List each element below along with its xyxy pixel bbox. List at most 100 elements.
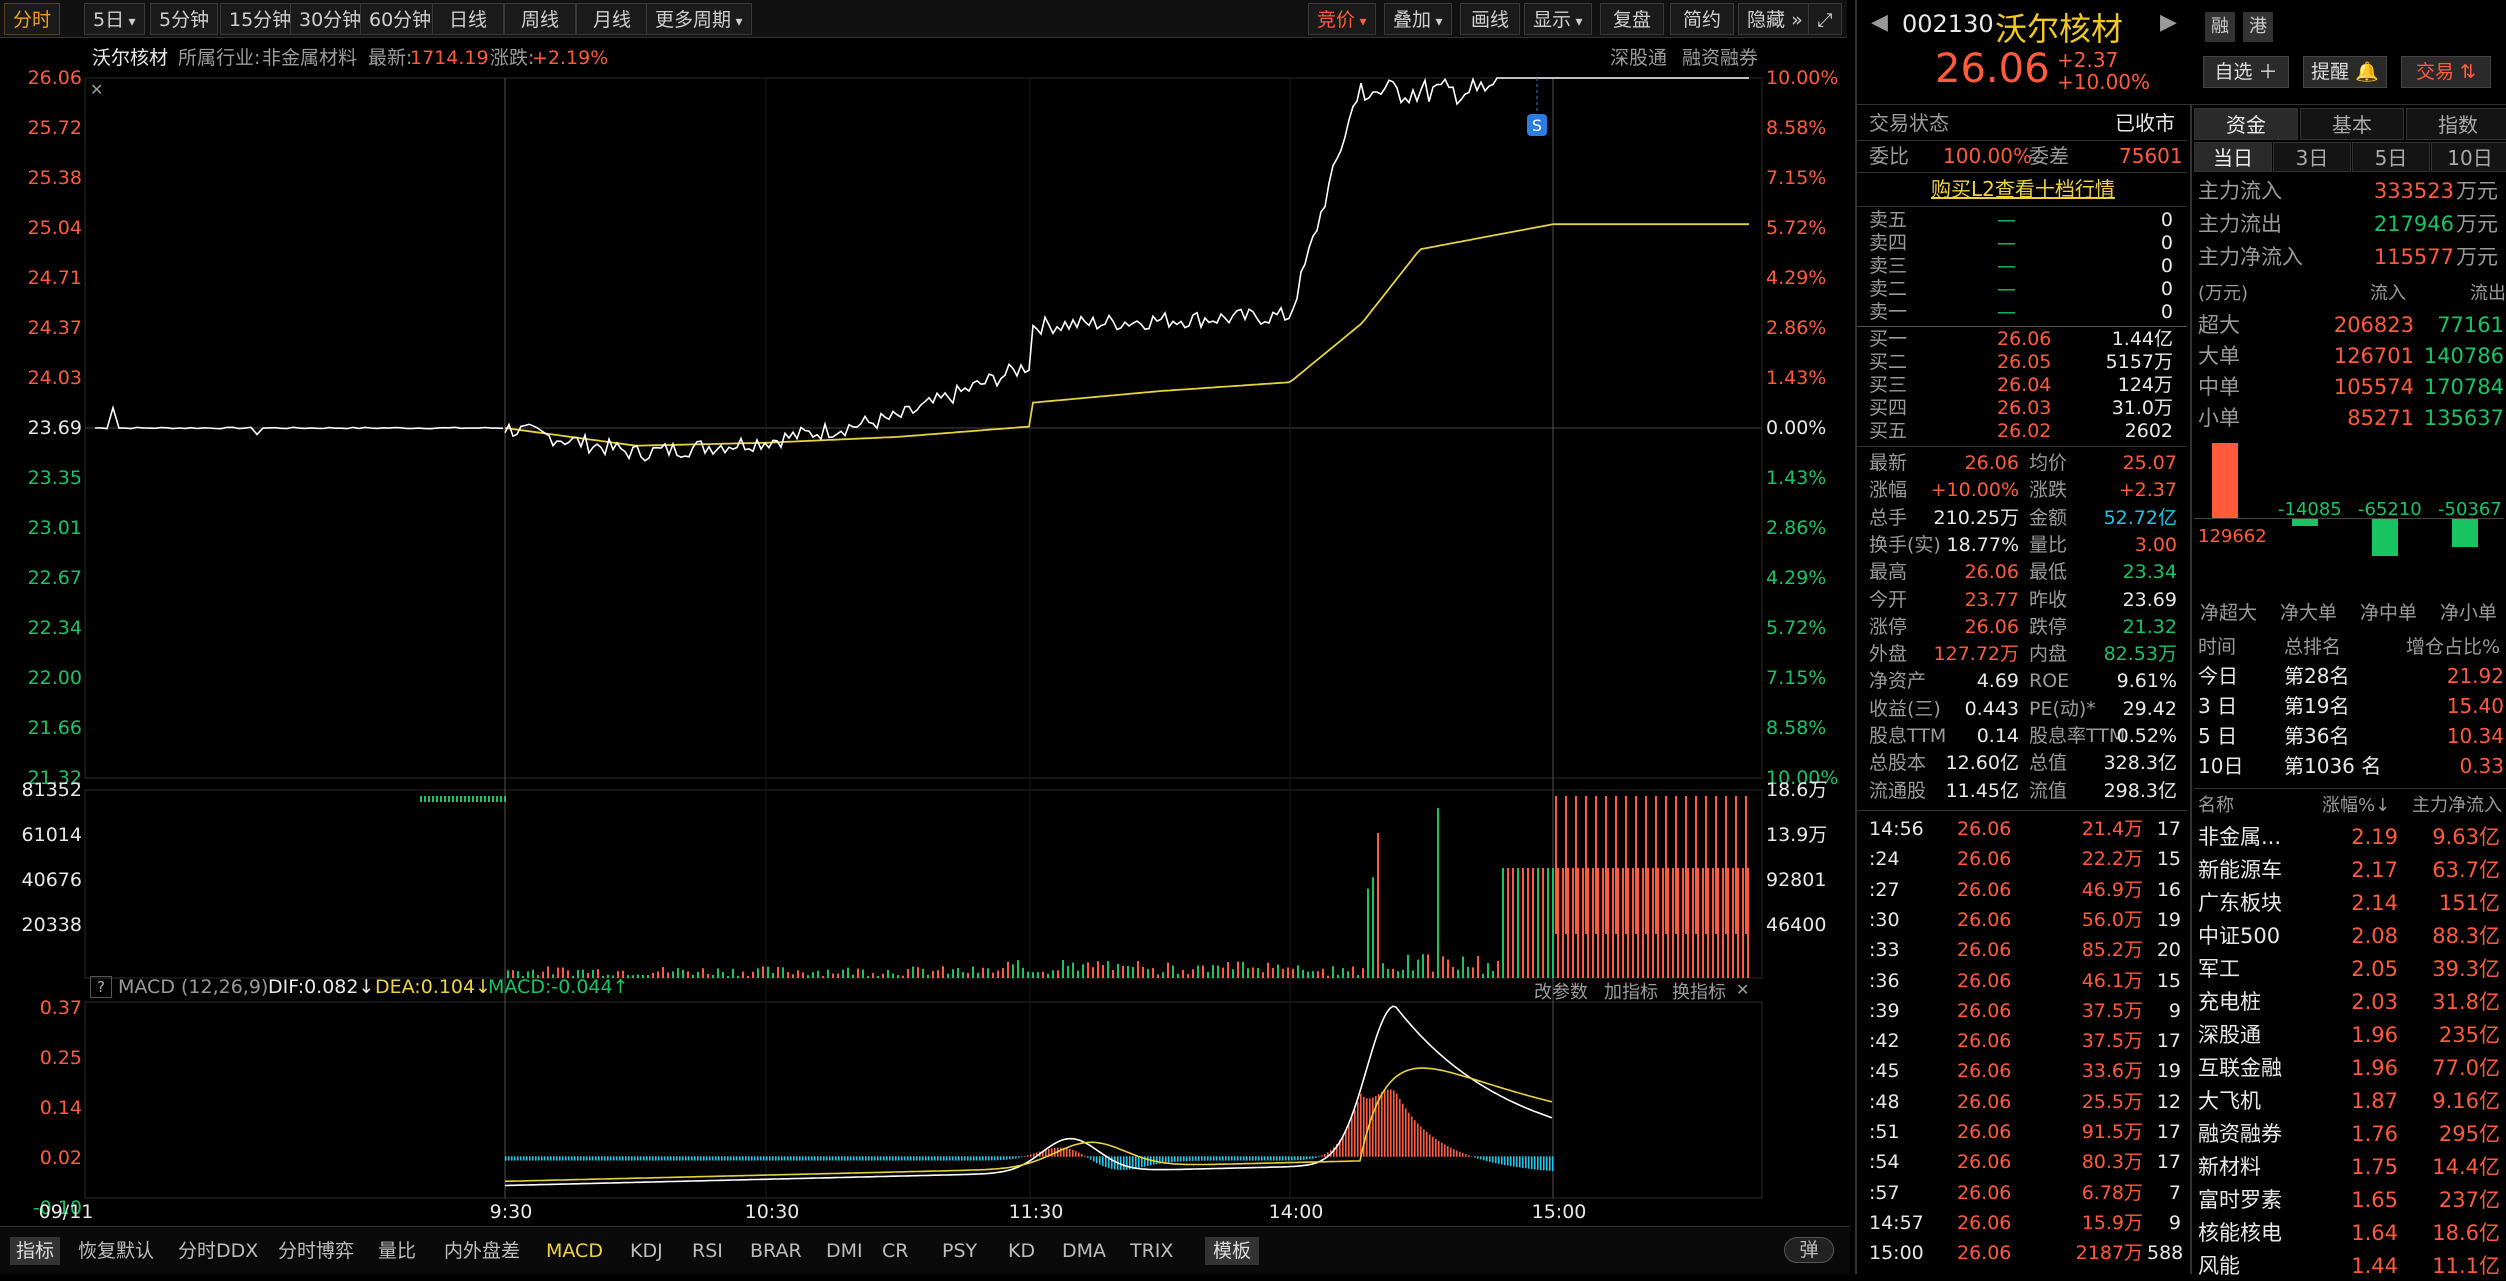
sector-name[interactable]: 非金属... <box>2198 825 2282 849</box>
average-price-line <box>504 223 1749 447</box>
fullscreen-icon[interactable]: ⤢ <box>1808 3 1842 35</box>
tab-weekly[interactable]: 周线 <box>504 3 576 35</box>
macd-bar <box>1045 1149 1047 1157</box>
volume-bar <box>1532 868 1534 978</box>
fund-tab-2[interactable]: 指数 <box>2406 108 2506 140</box>
stat-label: 流通股 <box>1869 779 1927 802</box>
macd-bar <box>1528 1156 1530 1169</box>
replay-button[interactable]: 复盘 <box>1600 3 1664 35</box>
indicator-tab-12[interactable]: PSY <box>942 1240 978 1262</box>
prev-stock-icon[interactable]: ◀ <box>1871 10 1888 35</box>
sector-name[interactable]: 深股通 <box>2198 1023 2261 1047</box>
fund-period-tab-2[interactable]: 5日 <box>2352 142 2430 172</box>
sector-name[interactable]: 广东板块 <box>2198 891 2282 915</box>
indicator-tab-9[interactable]: BRAR <box>750 1240 802 1262</box>
trade-button[interactable]: 交易 ⇅ <box>2401 56 2491 88</box>
fund-tab-1[interactable]: 基本 <box>2300 108 2404 140</box>
tab-5min[interactable]: 5分钟 <box>150 3 219 35</box>
sector-name[interactable]: 核能核电 <box>2198 1221 2282 1245</box>
macd-bar <box>529 1156 531 1161</box>
sector-name[interactable]: 新材料 <box>2198 1155 2261 1179</box>
volume-bar <box>962 972 964 978</box>
draw-button[interactable]: 画线 <box>1460 3 1520 35</box>
premarket-volume-bar <box>484 796 486 802</box>
indicator-tab-5[interactable]: 内外盘差 <box>444 1240 521 1262</box>
alert-button[interactable]: 提醒 🔔 <box>2303 56 2387 88</box>
sector-name[interactable]: 新能源车 <box>2198 858 2282 882</box>
indicator-tab-11[interactable]: CR <box>882 1240 909 1262</box>
tick-price: 26.06 <box>1957 939 2012 962</box>
volume-bar <box>1247 968 1249 978</box>
sz-connect-tag[interactable]: 深股通 <box>1610 47 1668 69</box>
sector-name[interactable]: 充电桩 <box>2198 990 2261 1014</box>
macd-bar <box>1288 1156 1290 1161</box>
stat-label: 最高 <box>1869 561 1908 584</box>
volume-bar <box>542 971 544 978</box>
indicator-tab-7[interactable]: KDJ <box>630 1240 663 1262</box>
edit-params-link[interactable]: 改参数 <box>1534 982 1588 1003</box>
indicator-tab-14[interactable]: DMA <box>1062 1240 1107 1262</box>
add-indicator-link[interactable]: 加指标 <box>1604 982 1658 1003</box>
indicator-tab-0[interactable]: 指标 <box>10 1237 61 1265</box>
indicator-tab-16[interactable]: 模板 <box>1205 1237 1260 1265</box>
display-button[interactable]: 显示 <box>1524 3 1592 35</box>
fund-period-tab-3[interactable]: 10日 <box>2431 142 2506 172</box>
indicator-tab-15[interactable]: TRIX <box>1130 1240 1174 1262</box>
macd-bar <box>706 1156 708 1161</box>
tab-30min[interactable]: 30分钟 <box>290 3 371 35</box>
indicator-tab-13[interactable]: KD <box>1008 1240 1036 1262</box>
margin-tag[interactable]: 融资融券 <box>1682 47 1759 69</box>
macd-bar <box>1444 1144 1446 1157</box>
macd-bar <box>964 1156 966 1161</box>
pct-tick-label: 4.29% <box>1766 567 1827 589</box>
indicator-tab-6[interactable]: MACD <box>546 1240 603 1262</box>
l2-link[interactable]: 购买L2查看十档行情 <box>1931 177 2115 201</box>
macd-bar <box>727 1156 729 1161</box>
auction-button[interactable]: 竞价 <box>1308 3 1376 35</box>
volume-bar <box>657 971 659 978</box>
tab-intraday[interactable]: 分时 <box>4 3 61 35</box>
tick-time: :45 <box>1869 1060 1900 1083</box>
popup-toggle[interactable]: 弹 <box>1784 1237 1834 1263</box>
closing-volume-bar <box>1595 796 1597 934</box>
sector-name[interactable]: 互联金融 <box>2198 1056 2282 1080</box>
overlay-button[interactable]: 叠加 <box>1384 3 1452 35</box>
fund-period-tab-1[interactable]: 3日 <box>2273 142 2351 172</box>
sector-name[interactable]: 融资融券 <box>2198 1122 2282 1146</box>
volume-bar <box>1482 973 1484 978</box>
tab-60min[interactable]: 60分钟 <box>360 3 441 35</box>
indicator-tab-1[interactable]: 恢复默认 <box>78 1240 155 1262</box>
tab-more-periods[interactable]: 更多周期 <box>646 3 752 35</box>
tick-count: 7 <box>2168 1181 2181 1204</box>
simple-button[interactable]: 简约 <box>1670 3 1734 35</box>
close-indicator-icon[interactable]: ✕ <box>1736 980 1750 999</box>
volume-bar <box>822 975 824 978</box>
help-icon[interactable]: ? <box>90 976 112 998</box>
fund-table-label: 超大 <box>2198 313 2240 337</box>
switch-indicator-link[interactable]: 换指标 <box>1672 982 1726 1003</box>
fund-tab-0[interactable]: 资金 <box>2194 108 2298 140</box>
close-chart-icon[interactable]: ✕ <box>90 80 104 99</box>
volume-bar <box>912 966 914 978</box>
add-watchlist-button[interactable]: 自选 ＋ <box>2203 56 2289 88</box>
indicator-tab-3[interactable]: 分时博弈 <box>278 1240 355 1262</box>
indicator-tab-10[interactable]: DMI <box>826 1240 863 1262</box>
volume-bar <box>967 972 969 978</box>
fund-period-tab-0[interactable]: 当日 <box>2194 142 2272 172</box>
tab-daily[interactable]: 日线 <box>432 3 504 35</box>
price-change-pct: +10.00% <box>2057 70 2151 94</box>
indicator-tab-8[interactable]: RSI <box>692 1240 723 1262</box>
sector-name[interactable]: 军工 <box>2198 957 2240 981</box>
sector-name[interactable]: 富时罗素 <box>2198 1188 2282 1212</box>
tab-15min[interactable]: 15分钟 <box>220 3 301 35</box>
indicator-tab-4[interactable]: 量比 <box>378 1240 417 1262</box>
indicator-tab-2[interactable]: 分时DDX <box>178 1240 259 1262</box>
sector-name[interactable]: 中证500 <box>2198 924 2281 948</box>
next-stock-icon[interactable]: ▶ <box>2160 10 2177 35</box>
sector-name[interactable]: 大飞机 <box>2198 1089 2261 1113</box>
sector-name[interactable]: 风能 <box>2198 1254 2240 1278</box>
tab-monthly[interactable]: 月线 <box>576 3 648 35</box>
hide-button[interactable]: 隐藏 » <box>1738 3 1812 35</box>
volume-bar <box>1687 868 1689 978</box>
tab-5day[interactable]: 5日 <box>84 3 145 35</box>
